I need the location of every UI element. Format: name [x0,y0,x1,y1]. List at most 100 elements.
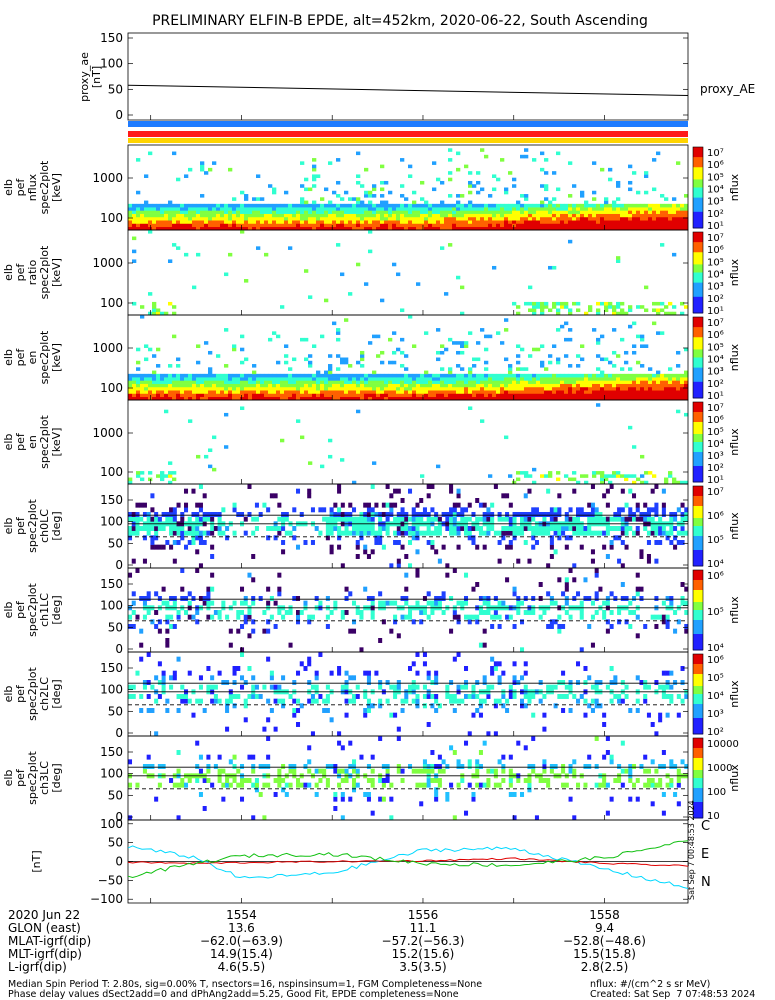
spectrogram-cell [388,396,393,401]
spectrogram-cell [176,177,181,182]
spectrogram-cell [344,318,349,322]
pitch-angle-cell [266,507,271,513]
spectrogram-cell [544,390,549,394]
spectrogram-cell [388,220,393,224]
colorbar-tick-label: 10⁴ [707,270,724,281]
spectrogram-cell [484,203,489,208]
pitch-angle-cell [251,577,256,583]
spectrogram-cell [376,210,381,214]
spectrogram-cell [324,383,329,388]
spectrogram-cell [576,223,581,228]
pitch-angle-cell [646,512,651,517]
spectrogram-cell [224,272,229,277]
spectrogram-cell [248,373,253,378]
pitch-angle-cell [146,708,151,713]
spectrogram-cell [144,344,149,348]
spectrogram-cell [400,220,405,224]
pitch-angle-cell [180,586,185,592]
pitch-angle-cell [549,512,554,517]
spectrogram-cell [172,390,177,394]
spectrogram-cell [680,386,685,391]
spectrogram-cell [408,210,413,214]
pitch-angle-cell [669,684,674,690]
spectrogram-cell [616,210,621,214]
y-tick-label: 1000 [92,341,123,355]
pitch-angle-cell [661,530,666,536]
spectrogram-cell [284,203,289,208]
spectrogram-cell [524,210,529,214]
spectrogram-cell [616,301,621,306]
pitch-angle-cell [430,530,435,536]
pitch-angle-cell [460,698,465,704]
colorbar-segment [693,207,703,211]
spectrogram-cell [396,380,401,384]
pitch-angle-cell [553,703,558,709]
spectrogram-cell [472,226,477,231]
spectrogram-cell [468,190,473,195]
pitch-angle-cell [520,675,525,681]
spectrogram-cell [532,311,537,316]
spectrogram-cell [200,194,205,198]
spectrogram-cell [540,203,545,208]
spectrogram-cell [588,216,593,221]
pitch-angle-cell [430,540,435,545]
spectrogram-cell [660,331,665,335]
colorbar-segment [693,458,703,461]
pitch-angle-cell [426,530,431,536]
pitch-angle-cell [673,516,678,522]
spectrogram-cell [200,383,205,388]
spectrogram-cell [484,383,489,388]
colorbar-tick-label: 10⁷ [707,403,724,414]
spectrogram-cell [240,226,245,231]
spectrogram-cell [488,380,493,384]
spectrogram-cell [668,380,673,384]
pitch-angle-cell [198,507,203,513]
spectrogram-cell [412,226,417,231]
spectrogram-cell [476,220,481,224]
spectrogram-cell [212,161,217,165]
spectrogram-cell [156,347,161,352]
pitch-angle-cell [210,684,215,690]
colorbar-segment [693,331,703,334]
spectrogram-cell [540,383,545,388]
spectrogram-cell [564,373,569,378]
pitch-angle-cell [184,507,189,513]
spectrogram-cell [316,207,321,211]
pitch-angle-cell [546,526,551,531]
spectrogram-cell [400,393,405,398]
spectrogram-cell [192,383,197,388]
pitch-angle-cell [288,610,293,615]
pitch-angle-cell [523,661,528,667]
pitch-angle-cell [557,680,562,685]
pitch-angle-cell [464,614,469,620]
spectrogram-cell [396,220,401,224]
pitch-angle-cell [187,526,192,531]
pitch-angle-cell [169,507,174,513]
colorbar-segment [693,377,703,381]
spectrogram-cell [340,197,345,201]
pitch-angle-cell [520,516,525,522]
spectrogram-cell [588,373,593,378]
spectrogram-cell [460,210,465,214]
spectrogram-cell [404,213,409,218]
spectrogram-cell [564,207,569,211]
spectrogram-cell [348,396,353,401]
pitch-angle-cell [370,530,375,536]
pitch-angle-cell [673,680,678,685]
pitch-angle-cell [325,708,330,713]
spectrogram-cell [148,393,153,398]
spectrogram-cell [252,197,257,201]
spectrogram-cell [336,386,341,391]
spectrogram-cell [448,337,453,342]
pitch-angle-cell [497,680,502,685]
pitch-angle-cell [673,535,678,541]
pitch-angle-cell [314,670,319,676]
spectrogram-cell [208,367,213,371]
pitch-angle-cell [296,614,301,620]
colorbar-segment [693,688,703,691]
pitch-angle-cell [475,582,480,587]
spectrogram-cell [636,373,641,378]
pitch-angle-cell [632,516,637,522]
spectrogram-cell [500,210,505,214]
spectrogram-cell [636,383,641,388]
